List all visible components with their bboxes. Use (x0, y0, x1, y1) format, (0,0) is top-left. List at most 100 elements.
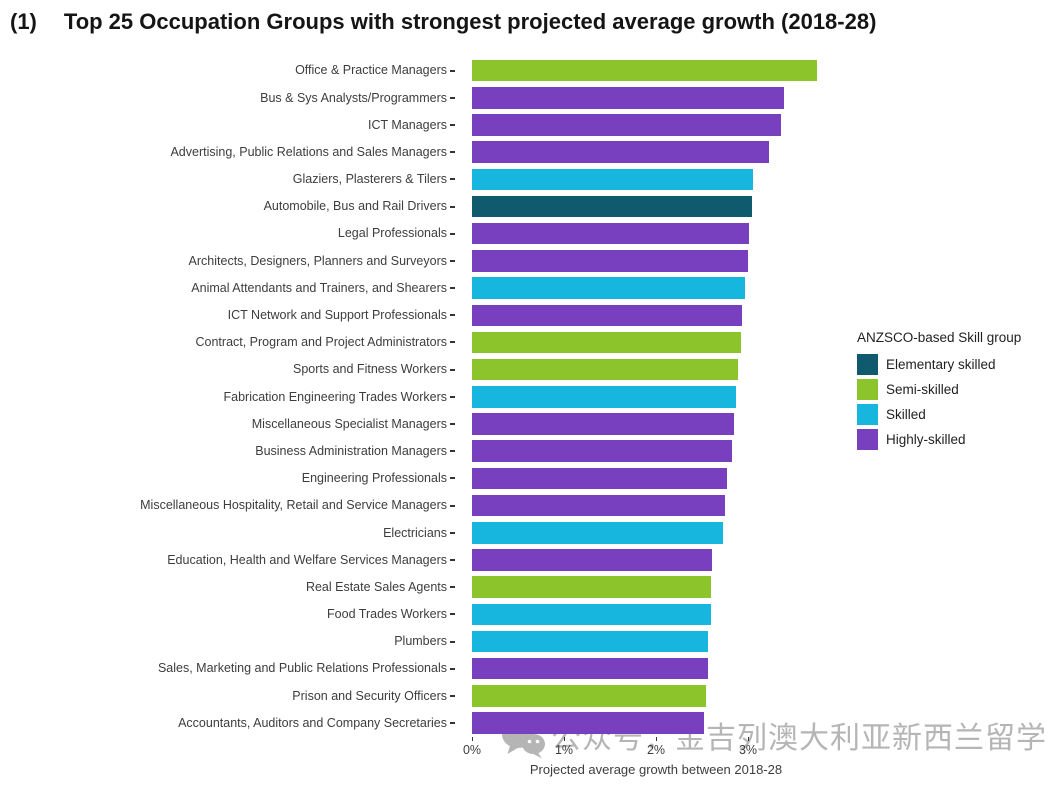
y-axis-tick (450, 613, 455, 616)
category-label: Contract, Program and Project Administra… (195, 335, 448, 350)
bar (472, 630, 709, 653)
legend: ANZSCO-based Skill group Elementary skil… (857, 330, 1021, 452)
bar (472, 413, 735, 435)
page-title: (1) Top 25 Occupation Groups with strong… (10, 9, 876, 35)
bar-row: Engineering Professionals (0, 465, 880, 492)
category-label: Miscellaneous Specialist Managers (251, 416, 447, 431)
category-label: ICT Managers (368, 117, 447, 132)
y-axis-tick (450, 123, 455, 126)
y-axis-tick (450, 178, 455, 181)
x-tick-label: 2% (646, 743, 666, 757)
bar-row: Electricians (0, 519, 880, 546)
legend-swatch (857, 354, 878, 375)
y-axis-tick (450, 259, 455, 262)
bar (472, 358, 738, 381)
category-label: Automobile, Bus and Rail Drivers (263, 199, 447, 214)
bar-row: Office & Practice Managers (0, 57, 880, 84)
bar (472, 522, 724, 544)
bar-row: Accountants, Auditors and Company Secret… (0, 710, 880, 737)
legend-swatch (857, 379, 878, 400)
category-label: Food Trades Workers (327, 607, 447, 622)
category-label: Real Estate Sales Agents (305, 579, 447, 594)
category-label: Glaziers, Plasterers & Tilers (292, 172, 447, 187)
bar (472, 467, 727, 490)
y-axis-tick (450, 531, 455, 534)
y-axis-tick (450, 395, 455, 398)
bar (472, 222, 749, 245)
legend-label: Elementary skilled (886, 357, 996, 372)
category-label: Fabrication Engineering Trades Workers (223, 389, 448, 404)
y-axis-tick (450, 558, 455, 561)
legend-label: Highly-skilled (886, 432, 966, 447)
y-axis-tick (450, 287, 455, 290)
category-label: Business Administration Managers (255, 443, 447, 458)
y-axis-tick (450, 722, 455, 725)
y-axis-tick (450, 504, 455, 507)
bar-row: Contract, Program and Project Administra… (0, 329, 880, 356)
category-label: Prison and Security Officers (292, 688, 447, 703)
legend-items: Elementary skilled Semi-skilled Skilled Hig… (857, 352, 1021, 452)
bar-row: ICT Managers (0, 111, 880, 138)
bar-row: Business Administration Managers (0, 438, 880, 465)
bar-row: Advertising, Public Relations and Sales … (0, 139, 880, 166)
y-axis-tick (450, 96, 455, 99)
bar-row: ICT Network and Support Professionals (0, 302, 880, 329)
bar-row: Miscellaneous Hospitality, Retail and Se… (0, 492, 880, 519)
bar-row: Miscellaneous Specialist Managers (0, 410, 880, 437)
y-axis-tick (450, 341, 455, 344)
category-label: Sports and Fitness Workers (293, 362, 447, 377)
bar (472, 576, 712, 598)
category-label: Animal Attendants and Trainers, and Shea… (191, 280, 447, 295)
title-text: Top 25 Occupation Groups with strongest … (63, 9, 877, 34)
bar-row: Legal Professionals (0, 220, 880, 247)
bar-row: Plumbers (0, 628, 880, 655)
bar (472, 331, 741, 354)
x-tick-label: 1% (554, 743, 574, 757)
legend-item: Skilled (857, 402, 1021, 427)
bar-row: Real Estate Sales Agents (0, 574, 880, 601)
plot-rows: Office & Practice Managers Bus & Sys Anal… (0, 57, 880, 737)
category-label: Accountants, Auditors and Company Secret… (178, 715, 447, 730)
bar (472, 494, 725, 517)
bar (472, 603, 712, 626)
legend-swatch (857, 404, 878, 425)
x-tick-label: 3% (738, 743, 758, 757)
bar-row: Architects, Designers, Planners and Surv… (0, 247, 880, 274)
bar (472, 712, 704, 734)
category-label: Plumbers (394, 634, 447, 649)
legend-label: Semi-skilled (886, 382, 959, 397)
bar-row: Sales, Marketing and Public Relations Pr… (0, 655, 880, 682)
category-label: Electricians (383, 525, 447, 540)
category-label: Sales, Marketing and Public Relations Pr… (157, 661, 447, 676)
bar-row: Animal Attendants and Trainers, and Shea… (0, 275, 880, 302)
legend-label: Skilled (886, 407, 926, 422)
x-axis-tick (563, 737, 565, 741)
bar (472, 168, 753, 191)
bar (472, 195, 752, 218)
bar (472, 386, 737, 408)
y-axis-tick (450, 205, 455, 208)
bar (472, 114, 782, 136)
category-label: Miscellaneous Hospitality, Retail and Se… (140, 498, 447, 513)
y-axis-tick (450, 586, 455, 589)
bar (472, 549, 713, 571)
y-axis-tick (450, 477, 455, 480)
bar (472, 685, 706, 707)
y-axis-tick (450, 667, 455, 670)
legend-swatch (857, 429, 878, 450)
category-label: Education, Health and Welfare Services M… (167, 552, 447, 567)
category-label: ICT Network and Support Professionals (227, 308, 447, 323)
y-axis-tick (450, 694, 455, 697)
legend-item: Highly-skilled (857, 427, 1021, 452)
y-axis-tick (450, 314, 455, 317)
bar (472, 59, 817, 82)
category-label: Office & Practice Managers (295, 63, 447, 78)
bar-chart: Office & Practice Managers Bus & Sys Anal… (0, 57, 880, 777)
x-axis-tick (747, 737, 749, 741)
x-axis-tick (471, 737, 473, 741)
bar (472, 141, 770, 163)
y-axis-tick (450, 640, 455, 643)
legend-item: Semi-skilled (857, 377, 1021, 402)
x-axis-title: Projected average growth between 2018-28 (529, 762, 783, 777)
